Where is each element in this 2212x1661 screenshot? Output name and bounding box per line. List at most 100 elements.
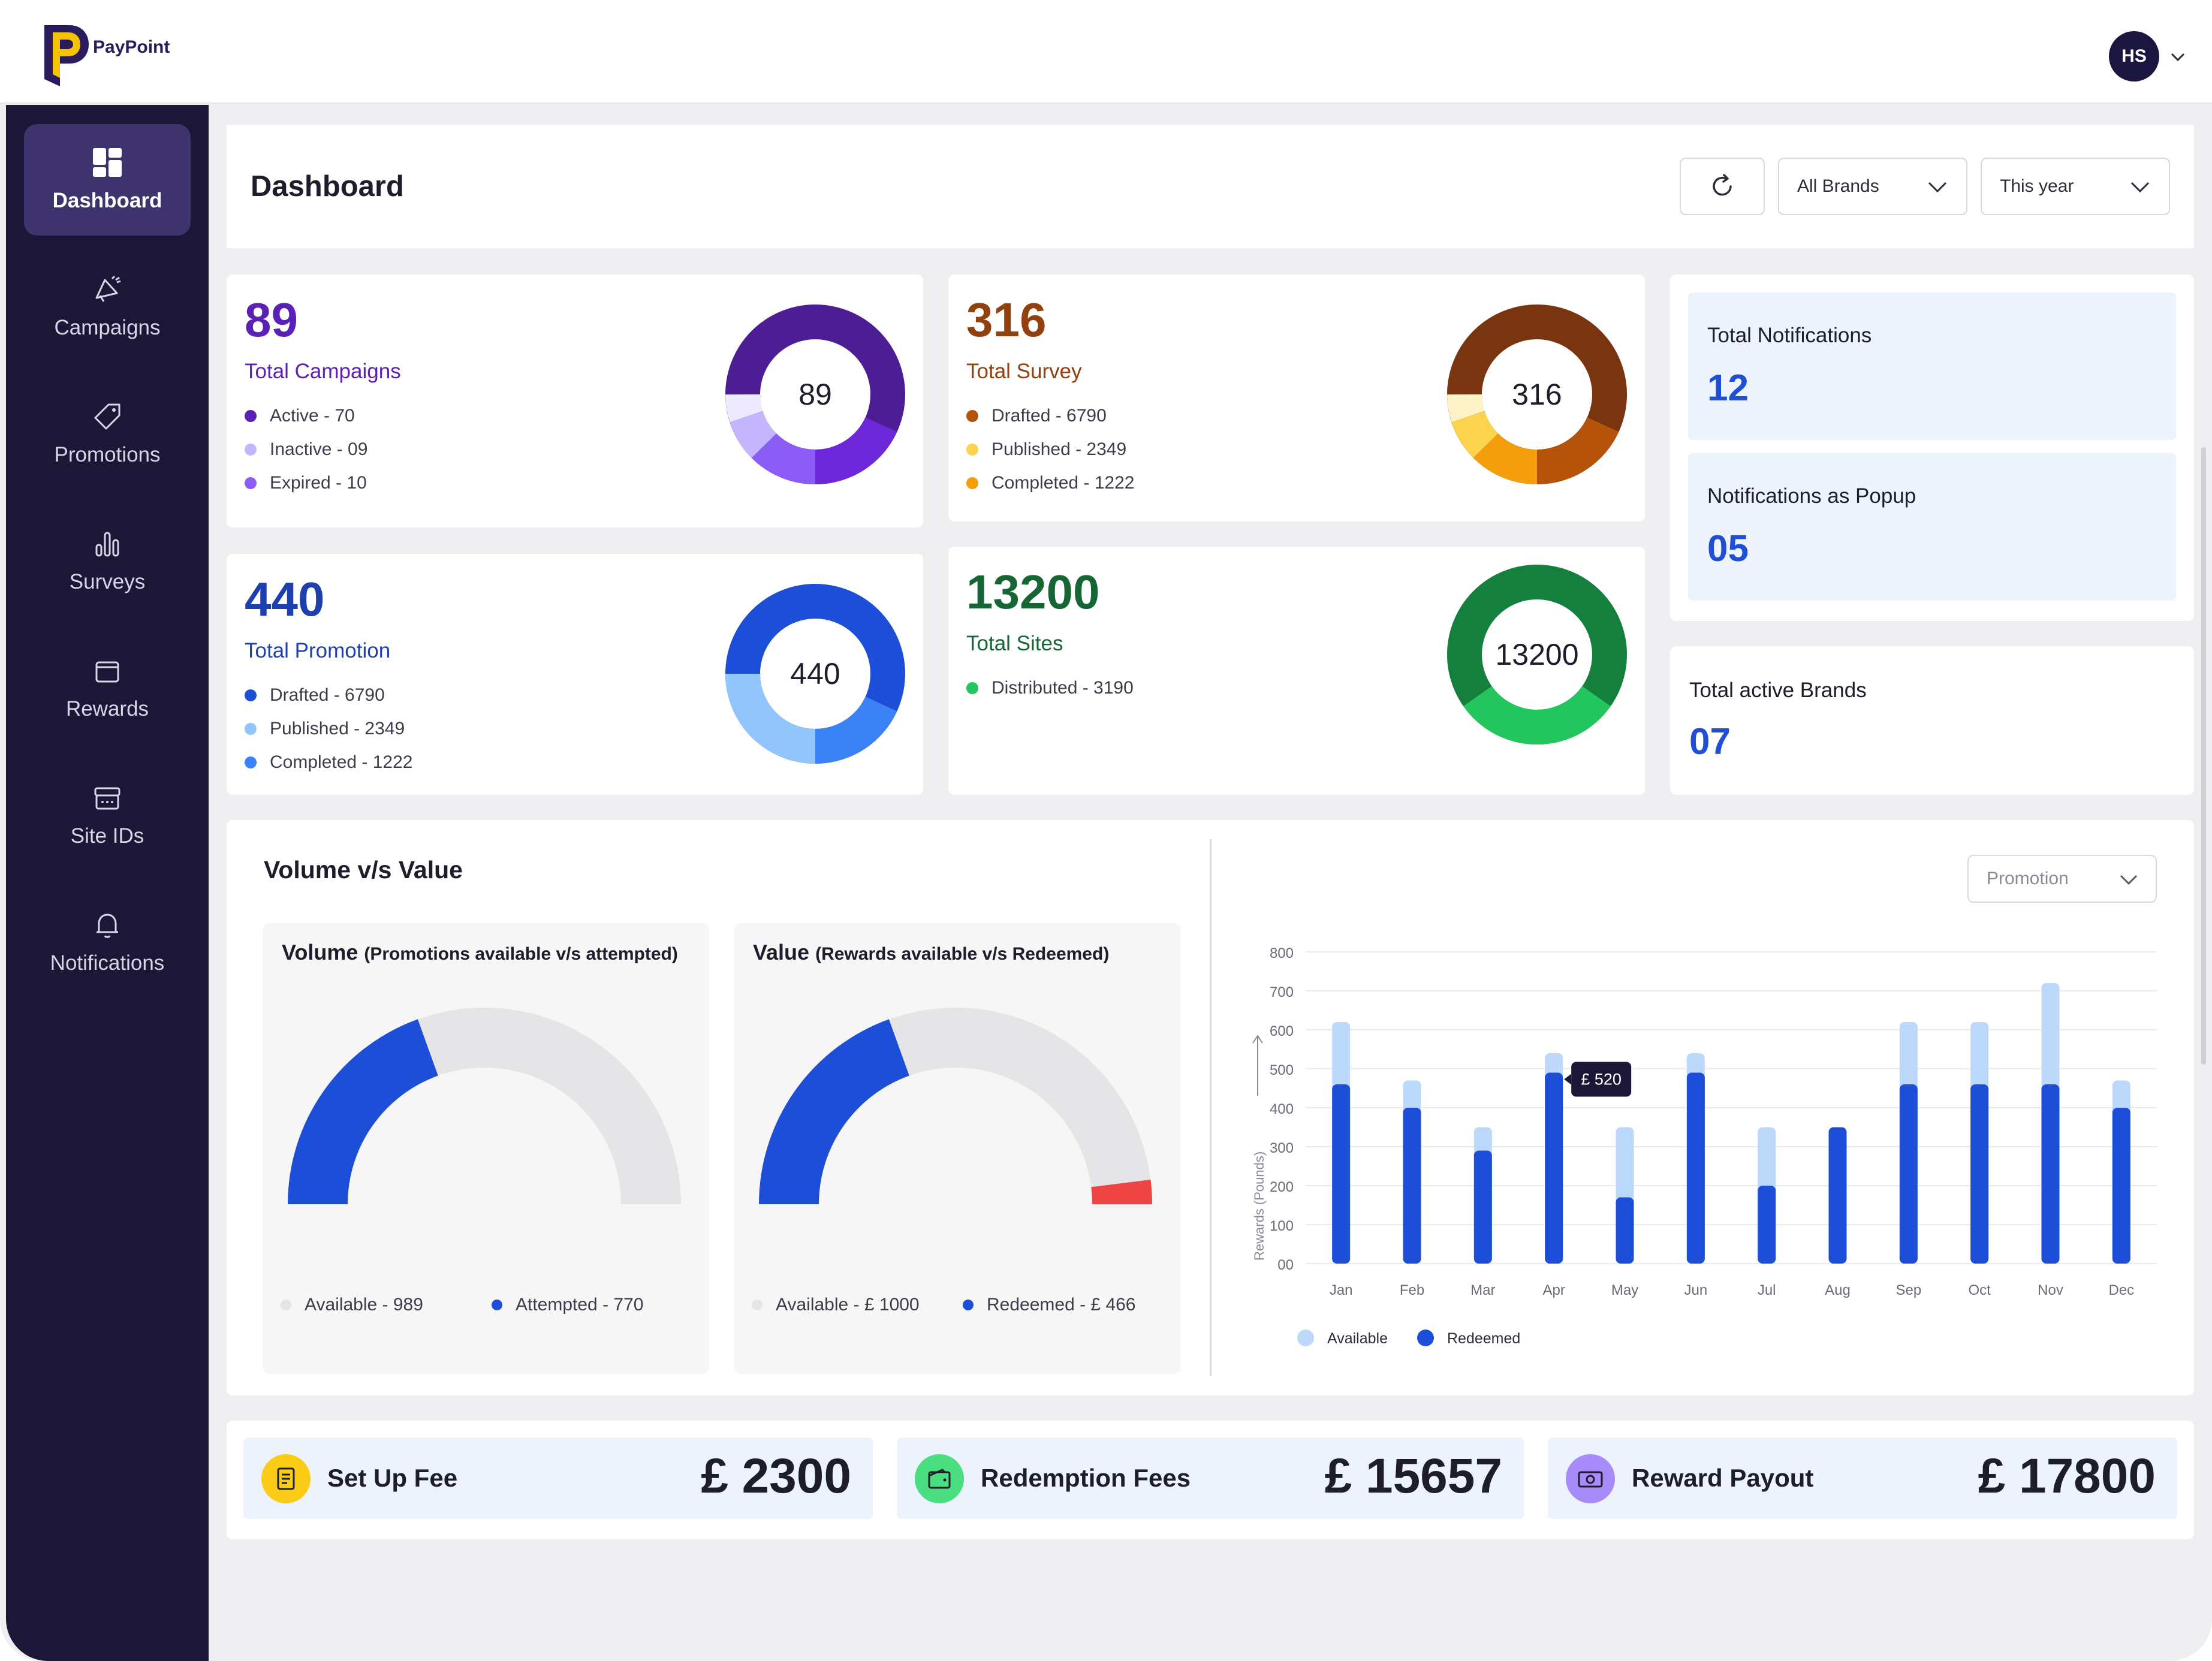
x-tick-label: Feb <box>1400 1282 1424 1298</box>
tooltip-box <box>1571 1062 1632 1097</box>
survey-donut: 316 <box>1447 305 1627 485</box>
x-tick-label: Aug <box>1825 1282 1851 1298</box>
chart-type-select[interactable]: Promotion <box>1967 855 2157 903</box>
survey-donut-center: 316 <box>1512 378 1562 411</box>
bar-redeemed <box>1828 1127 1847 1264</box>
promotion-stat-card[interactable]: 440 Total Promotion Drafted - 6790 Publi… <box>227 554 923 795</box>
promotion-donut-center: 440 <box>790 657 840 691</box>
reward-payout-label: Reward Payout <box>1632 1464 1814 1492</box>
divider <box>1210 839 1212 1376</box>
survey-total-label: Total Survey <box>966 360 1082 383</box>
volume-value-card: Volume v/s Value Volume (Promotions avai… <box>227 820 2194 1395</box>
value-gauge-heading: Value (Rewards available v/s Redeemed) <box>753 940 1110 964</box>
bar-redeemed <box>1473 1150 1492 1264</box>
legend-item: Drafted - 6790 <box>966 399 1134 433</box>
period-filter-select[interactable]: This year <box>1981 158 2170 215</box>
chevron-down-icon <box>2120 875 2138 885</box>
x-tick-label: Jul <box>1758 1282 1776 1298</box>
value-gauge <box>759 1008 1152 1204</box>
survey-stat-card[interactable]: 316 Total Survey Drafted - 6790 Publishe… <box>948 275 1645 521</box>
sidebar-item-campaigns[interactable]: Campaigns <box>24 251 191 363</box>
refresh-icon <box>1713 174 1732 196</box>
chart-type-value: Promotion <box>1987 869 2069 888</box>
refresh-button[interactable] <box>1680 158 1765 215</box>
tooltip-text: £ 520 <box>1581 1071 1622 1089</box>
sidebar-item-dashboard[interactable]: Dashboard <box>24 124 191 236</box>
sidebar-item-rewards[interactable]: Rewards <box>24 632 191 744</box>
sites-legend: Distributed - 3190 <box>966 671 1134 705</box>
legend-swatch <box>1417 1330 1434 1346</box>
sidebar-item-label: Promotions <box>54 443 161 466</box>
sidebar-item-notifications[interactable]: Notifications <box>24 887 191 998</box>
legend-item: Expired - 10 <box>245 466 367 500</box>
bar-redeemed <box>1332 1084 1351 1264</box>
tooltip-pointer <box>1564 1074 1572 1085</box>
legend-label: Available <box>1327 1330 1388 1347</box>
promotion-total-value: 440 <box>245 572 325 626</box>
y-tick-label: 500 <box>1270 1062 1294 1078</box>
bar-redeemed <box>2112 1108 2130 1264</box>
active-brands-value: 07 <box>1689 721 1731 762</box>
chevron-down-icon[interactable] <box>2169 48 2187 66</box>
x-tick-label: Jun <box>1684 1282 1707 1298</box>
bar-redeemed <box>2041 1084 2060 1264</box>
paypoint-logo[interactable] <box>42 24 90 88</box>
sidebar-item-label: Site IDs <box>70 824 144 848</box>
legend-item: Inactive - 09 <box>245 433 367 466</box>
total-notifications-box[interactable]: Total Notifications 12 <box>1688 293 2176 440</box>
sites-donut: 13200 <box>1447 565 1627 744</box>
x-tick-label: Jan <box>1330 1282 1353 1298</box>
bar-redeemed <box>1686 1072 1705 1264</box>
reward-payout-box[interactable]: Reward Payout £ 17800 <box>1548 1437 2177 1519</box>
brand-filter-select[interactable]: All Brands <box>1778 158 1967 215</box>
setup-fee-label: Set Up Fee <box>327 1464 458 1492</box>
popup-notifications-value: 05 <box>1707 528 1749 569</box>
y-tick-label: 600 <box>1270 1023 1294 1039</box>
redemption-fees-value: £ 15657 <box>1324 1449 1502 1503</box>
brand-name: PayPoint <box>93 37 170 57</box>
sidebar-item-site-ids[interactable]: Site IDs <box>24 759 191 871</box>
volume-gauge-heading: Volume (Promotions available v/s attempt… <box>282 940 678 964</box>
y-tick-label: 700 <box>1270 984 1294 1000</box>
redemption-fees-label: Redemption Fees <box>981 1464 1191 1492</box>
user-avatar[interactable]: HS <box>2109 31 2159 82</box>
brand-filter-value: All Brands <box>1797 176 1879 196</box>
value-legend-redeemed: Redeemed - £ 466 <box>963 1295 1136 1315</box>
sidebar-item-surveys[interactable]: Surveys <box>24 505 191 617</box>
y-axis-label: Rewards (Pounds) <box>1252 1151 1267 1261</box>
volume-legend-attempted: Attempted - 770 <box>492 1295 643 1315</box>
volume-gauge-panel: Volume (Promotions available v/s attempt… <box>263 923 709 1374</box>
setup-fee-box[interactable]: Set Up Fee £ 2300 <box>243 1437 873 1519</box>
campaigns-total-label: Total Campaigns <box>245 360 401 383</box>
sidebar-item-label: Surveys <box>69 570 146 593</box>
y-tick-label: 100 <box>1270 1218 1294 1234</box>
promotion-donut: 440 <box>725 584 905 764</box>
bell-icon <box>97 914 118 938</box>
sidebar-item-promotions[interactable]: Promotions <box>24 378 191 490</box>
store-icon <box>94 787 120 810</box>
sites-donut-center: 13200 <box>1495 638 1579 671</box>
bar-redeemed <box>1899 1084 1918 1264</box>
sites-total-label: Total Sites <box>966 632 1063 655</box>
sidebar-item-label: Campaigns <box>54 316 161 339</box>
survey-legend: Drafted - 6790 Published - 2349 Complete… <box>966 399 1134 500</box>
volume-legend-available: Available - 989 <box>281 1295 423 1315</box>
wallet-icon <box>95 661 119 683</box>
legend-item: Distributed - 3190 <box>966 671 1134 705</box>
legend-item: Completed - 1222 <box>245 746 412 779</box>
period-filter-value: This year <box>2000 176 2074 196</box>
redemption-fees-box[interactable]: Redemption Fees £ 15657 <box>897 1437 1524 1519</box>
legend-item: Drafted - 6790 <box>245 679 412 712</box>
campaigns-stat-card[interactable]: 89 Total Campaigns Active - 70 Inactive … <box>227 275 923 527</box>
active-brands-card[interactable]: Total active Brands 07 <box>1670 646 2194 795</box>
popup-notifications-box[interactable]: Notifications as Popup 05 <box>1688 453 2176 601</box>
page-scrollbar[interactable] <box>2201 447 2206 1065</box>
sidebar: Dashboard Campaigns Promotions Surveys <box>6 105 209 1661</box>
page-title: Dashboard <box>251 170 404 203</box>
legend-item: Active - 70 <box>245 399 367 433</box>
sites-stat-card[interactable]: 13200 Total Sites Distributed - 3190 132… <box>948 547 1645 795</box>
chevron-down-icon <box>1928 182 1947 193</box>
x-tick-label: May <box>1611 1282 1638 1298</box>
sidebar-item-label: Dashboard <box>52 189 162 212</box>
bar-chart-icon <box>95 532 119 557</box>
